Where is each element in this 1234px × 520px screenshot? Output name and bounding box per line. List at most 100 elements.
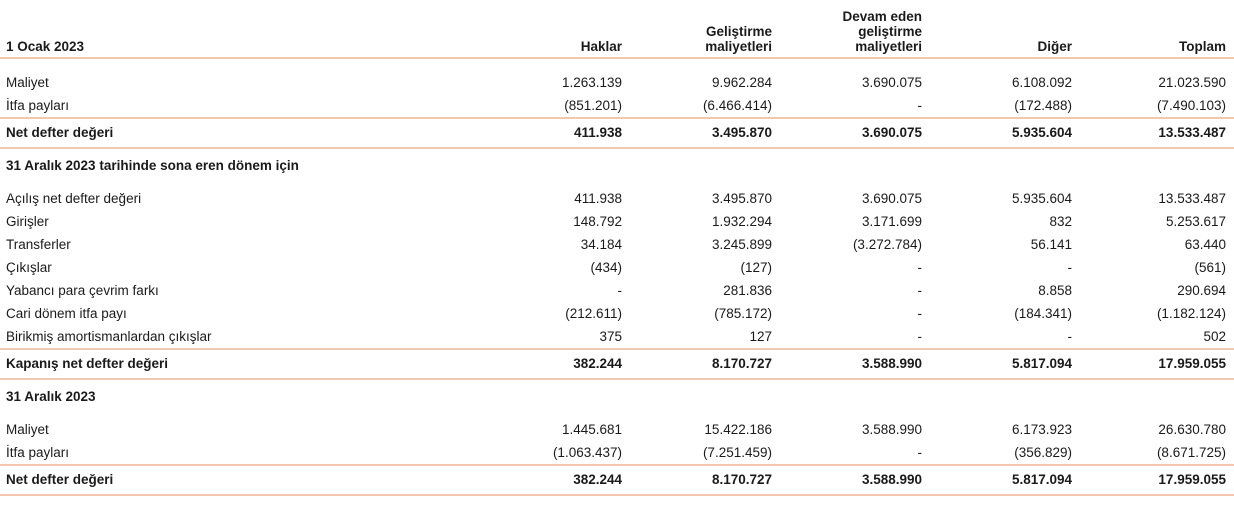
- cell: 411.938: [573, 125, 622, 140]
- cell: 3.245.899: [711, 236, 772, 252]
- row-label: Cari dönem itfa payı: [6, 305, 127, 321]
- cell: 17.959.055: [1158, 356, 1226, 371]
- total-row: Kapanış net defter değeri 382.244 8.170.…: [0, 349, 1234, 379]
- cell: 127: [749, 328, 772, 344]
- row-label: İtfa payları: [6, 97, 70, 113]
- table-header-row: 1 Ocak 2023 Haklar Geliştirme maliyetler…: [0, 0, 1234, 58]
- cell: (184.341): [1014, 305, 1072, 321]
- cell: 26.630.780: [1158, 421, 1226, 437]
- table-row: Transferler 34.184 3.245.899 (3.272.784)…: [0, 233, 1234, 256]
- cell: (7.490.103): [1156, 97, 1226, 113]
- cell: (561): [1194, 259, 1226, 275]
- cell: -: [917, 305, 923, 321]
- cell: (3.272.784): [852, 236, 922, 252]
- cell: 1.263.139: [561, 74, 622, 90]
- cell: 34.184: [580, 236, 622, 252]
- table-row: Girişler 148.792 1.932.294 3.171.699 832…: [0, 210, 1234, 233]
- cell: -: [917, 328, 923, 344]
- cell: (8.671.725): [1156, 444, 1226, 460]
- section-title: 31 Aralık 2023 tarihinde sona eren dönem…: [6, 158, 299, 173]
- table-row: Çıkışlar (434) (127) - - (561): [0, 256, 1234, 279]
- table-row: İtfa payları (851.201) (6.466.414) - (17…: [0, 94, 1234, 118]
- cell: 63.440: [1184, 236, 1226, 252]
- cell: -: [917, 282, 923, 298]
- row-label: Girişler: [6, 213, 49, 229]
- cell: 3.495.870: [711, 125, 772, 140]
- cell: 382.244: [573, 472, 622, 487]
- cell: -: [1067, 328, 1073, 344]
- row-label: Açılış net defter değeri: [6, 190, 142, 206]
- cell: 8.170.727: [711, 472, 772, 487]
- table-row: Maliyet 1.445.681 15.422.186 3.588.990 6…: [0, 418, 1234, 441]
- cell: (356.829): [1014, 444, 1072, 460]
- cell: 411.938: [574, 190, 622, 206]
- cell: 502: [1203, 328, 1226, 344]
- cell: (7.251.459): [702, 444, 772, 460]
- cell: (851.201): [564, 97, 622, 113]
- cell: 15.422.186: [704, 421, 772, 437]
- cell: 1.932.294: [711, 213, 772, 229]
- table-row: İtfa payları (1.063.437) (7.251.459) - (…: [0, 441, 1234, 465]
- cell: 5.935.604: [1011, 190, 1072, 206]
- row-label: Yabancı para çevrim farkı: [6, 282, 159, 298]
- cell: 8.170.727: [711, 356, 772, 371]
- cell: 3.588.990: [861, 421, 922, 437]
- cell: 3.588.990: [861, 472, 922, 487]
- cell: 5.935.604: [1011, 125, 1072, 140]
- cell: 5.817.094: [1011, 356, 1072, 371]
- cell: -: [917, 97, 923, 113]
- cell: 148.792: [573, 213, 622, 229]
- row-label: Maliyet: [6, 74, 49, 90]
- cell: 8.858: [1038, 282, 1072, 298]
- row-label: Maliyet: [6, 421, 49, 437]
- row-label: İtfa payları: [6, 444, 70, 460]
- table-row: Maliyet 1.263.139 9.962.284 3.690.075 6.…: [0, 71, 1234, 94]
- cell: 382.244: [573, 356, 622, 371]
- total-row: Net defter değeri 411.938 3.495.870 3.69…: [0, 118, 1234, 148]
- cell: -: [1067, 259, 1073, 275]
- cell: -: [917, 259, 923, 275]
- header-haklar: Haklar: [580, 39, 622, 54]
- cell: 9.962.284: [711, 74, 772, 90]
- row-label: Transferler: [6, 236, 71, 252]
- cell: 3.495.870: [711, 190, 772, 206]
- total-row: Net defter değeri 382.244 8.170.727 3.58…: [0, 465, 1234, 495]
- cell: 832: [1049, 213, 1072, 229]
- cell: -: [917, 444, 923, 460]
- cell: 3.690.075: [861, 190, 922, 206]
- row-label: Birikmiş amortismanlardan çıkışlar: [6, 328, 212, 344]
- cell: 3.690.075: [861, 74, 922, 90]
- cell: 290.694: [1177, 282, 1226, 298]
- cell: 6.173.923: [1011, 421, 1072, 437]
- cell: 5.817.094: [1011, 472, 1072, 487]
- cell: -: [617, 282, 623, 298]
- cell: 17.959.055: [1158, 472, 1226, 487]
- cell: (1.063.437): [552, 444, 622, 460]
- cell: 56.141: [1030, 236, 1072, 252]
- cell: 3.171.699: [861, 213, 922, 229]
- total-label: Net defter değeri: [6, 125, 114, 140]
- cell: 21.023.590: [1158, 74, 1226, 90]
- cell: 6.108.092: [1011, 74, 1072, 90]
- cell: (127): [740, 259, 772, 275]
- cell: 281.836: [723, 282, 772, 298]
- header-diger: Diğer: [1037, 39, 1072, 54]
- total-label: Net defter değeri: [6, 472, 114, 487]
- cell: 3.690.075: [861, 125, 922, 140]
- table-row: Birikmiş amortismanlardan çıkışlar 375 1…: [0, 325, 1234, 349]
- row-label: Çıkışlar: [6, 259, 52, 275]
- table-row: Yabancı para çevrim farkı - 281.836 - 8.…: [0, 279, 1234, 302]
- cell: 5.253.617: [1165, 213, 1226, 229]
- cell: (434): [590, 259, 622, 275]
- cell: (172.488): [1014, 97, 1072, 113]
- section-title: 31 Aralık 2023: [6, 389, 96, 404]
- section-title-row: 31 Aralık 2023 tarihinde sona eren dönem…: [0, 148, 1234, 183]
- cell: (785.172): [714, 305, 772, 321]
- header-gelistirme-maliyetleri: Geliştirme maliyetleri: [705, 24, 772, 54]
- cell: 13.533.487: [1158, 190, 1226, 206]
- section-title-row: 31 Aralık 2023: [0, 379, 1234, 414]
- cell: (212.611): [565, 305, 622, 321]
- cell: 1.445.681: [561, 421, 622, 437]
- total-label: Kapanış net defter değeri: [6, 356, 169, 371]
- cell: 375: [599, 328, 622, 344]
